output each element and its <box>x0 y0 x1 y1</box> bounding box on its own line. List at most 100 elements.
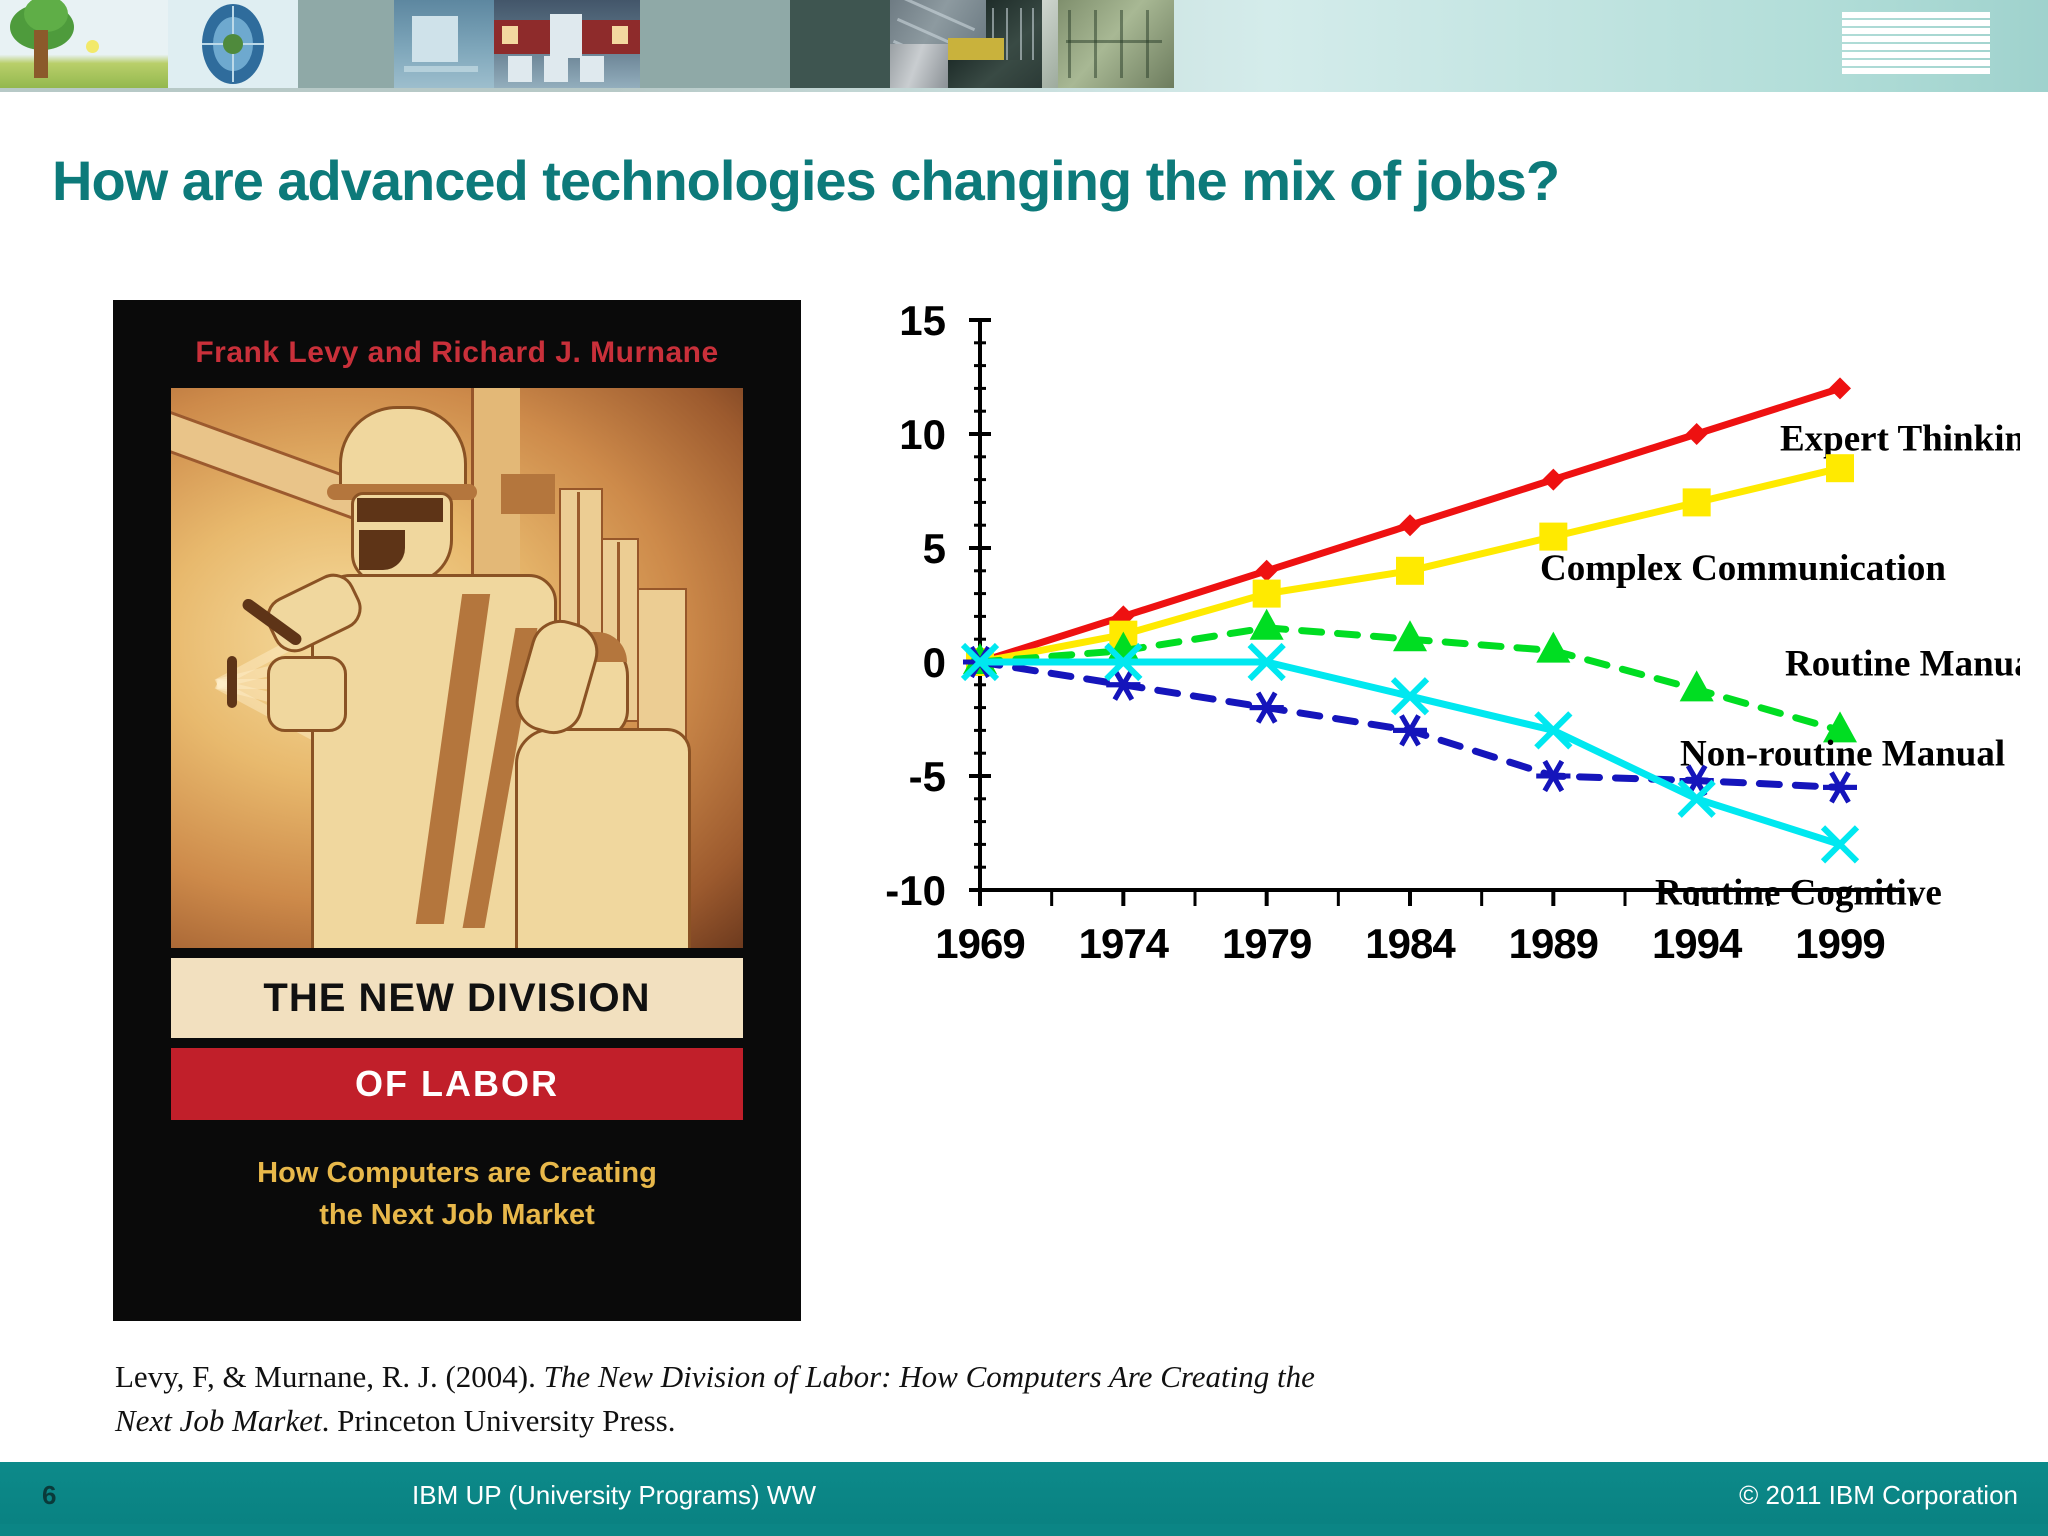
banner-image-wheel <box>168 0 298 88</box>
tree-trunk-icon <box>34 30 48 78</box>
citation-book-title: The New Division of Labor: How Computers… <box>115 1359 1315 1439</box>
book-title-line-1: THE NEW DIVISION <box>171 958 743 1038</box>
tree-foliage-highlight-icon <box>24 0 68 32</box>
data-point-marker <box>960 642 1000 682</box>
data-point-marker <box>1249 608 1284 640</box>
data-point-marker <box>1820 825 1860 864</box>
interior-floor <box>508 56 532 82</box>
pcb-trace <box>1146 10 1149 78</box>
x-axis-tick-label: 1974 <box>1079 920 1170 967</box>
x-axis-tick-label: 1979 <box>1222 920 1311 967</box>
data-point-marker <box>1823 771 1857 804</box>
data-point-marker <box>1534 711 1573 750</box>
board-trace <box>1006 8 1008 78</box>
series-label-complex-communication: Complex Communication <box>1540 548 1946 589</box>
x-axis-tick-label: 1999 <box>1795 920 1884 967</box>
skyscraper-ridge <box>617 542 620 714</box>
page-title: How are advanced technologies changing t… <box>52 149 1560 212</box>
series-label-non-routine-manual: Non-routine Manual <box>1680 733 2005 774</box>
source-citation: Levy, F, & Murnane, R. J. (2004). The Ne… <box>115 1355 1315 1443</box>
skyscraper <box>637 588 687 752</box>
y-axis-tick-label: 15 <box>899 297 946 344</box>
series-label-routine-manual: Routine Manual <box>1785 643 2020 684</box>
book-subtitle-line-2: the Next Job Market <box>319 1199 595 1232</box>
pcb-trace <box>1068 10 1071 78</box>
banner-image-interior <box>494 0 640 88</box>
slide-footer: 6 IBM UP (University Programs) WW © 2011… <box>0 1462 2048 1536</box>
book-subtitle-line-1: How Computers are Creating <box>257 1157 657 1189</box>
book-cover-artwork <box>171 388 743 948</box>
second-figure-body <box>515 728 691 948</box>
banner-image-tree <box>0 0 168 88</box>
interior-light <box>612 26 628 44</box>
series-expert-thinking: Expert Thinking <box>969 377 2020 673</box>
banner-image-pcb <box>1058 0 1174 88</box>
data-point-marker <box>1679 670 1714 702</box>
data-point-marker <box>1390 677 1430 716</box>
banner-swatch-1 <box>298 0 394 88</box>
y-axis-tick-label: -10 <box>885 867 946 914</box>
skyscraper-ridge <box>577 492 580 692</box>
book-authors: Frank Levy and Richard J. Murnane <box>195 336 719 369</box>
data-point-marker <box>1396 556 1424 585</box>
book-title-line-2: OF LABOR <box>171 1048 743 1120</box>
data-point-marker <box>1682 488 1711 517</box>
data-point-marker <box>1255 559 1278 582</box>
banner-image-lab <box>394 0 494 88</box>
series-routine-manual: Routine Manual <box>963 608 2020 743</box>
chart-canvas: 15 10 5 0 -5 -10 1969 1974 1979 1984 1989 1994 1999 E… <box>885 297 2020 967</box>
worker-hand <box>267 656 347 732</box>
banner-image-yellow <box>948 38 1004 60</box>
x-axis-tick-label: 1984 <box>1365 920 1456 967</box>
y-axis-tick-label: 10 <box>899 411 946 458</box>
footer-center-text: IBM UP (University Programs) WW <box>412 1480 816 1510</box>
book-subtitle: How Computers are Creating the Next Job … <box>113 1152 801 1236</box>
pcb-trace <box>1094 10 1097 78</box>
data-point-marker <box>1393 620 1427 652</box>
data-point-marker <box>1536 631 1571 663</box>
worker-helmet <box>339 406 467 498</box>
data-point-marker <box>1252 579 1281 608</box>
worker-goggles <box>357 498 443 522</box>
y-axis-tick-label: -5 <box>909 753 946 800</box>
x-axis-tick-label: 1989 <box>1509 920 1598 967</box>
citation-part-2: . Princeton University Press. <box>321 1403 676 1439</box>
data-point-marker <box>1823 711 1857 743</box>
data-point-marker <box>1677 779 1716 818</box>
data-point-marker <box>1249 691 1284 724</box>
data-point-marker <box>1104 642 1143 682</box>
wall-beam <box>501 474 555 514</box>
interior-floor <box>544 56 568 82</box>
series-routine-cognitive: Routine Cognitive <box>960 642 1942 913</box>
interior-column <box>550 14 582 58</box>
sun-icon <box>86 40 99 53</box>
banner-image-board-2 <box>948 60 1042 88</box>
footer-background <box>0 1462 2048 1524</box>
board-trace <box>1020 8 1022 78</box>
data-point-marker <box>1829 377 1851 400</box>
data-point-marker <box>1685 423 1708 445</box>
data-point-marker <box>1539 522 1568 551</box>
banner-swatch-3 <box>790 0 890 88</box>
data-point-marker <box>1106 668 1141 701</box>
banner-image-machine <box>890 44 948 88</box>
page-number: 6 <box>42 1480 57 1510</box>
banner-swatch-2 <box>640 0 790 88</box>
job-tasks-line-chart: 15 10 5 0 -5 -10 1969 1974 1979 1984 1989 1994 1999 E… <box>840 280 2020 1180</box>
board-trace <box>1032 8 1034 78</box>
x-axis-tick-label: 1969 <box>935 920 1024 967</box>
book-title-line-2-text: OF LABOR <box>355 1063 559 1104</box>
citation-part-1: Levy, F, & Murnane, R. J. (2004). <box>115 1359 544 1394</box>
pcb-trace <box>1066 40 1162 43</box>
data-point-marker <box>1536 760 1571 792</box>
y-axis-tick-label: 5 <box>923 525 946 572</box>
footer-copyright: © 2011 IBM Corporation <box>1739 1480 2018 1510</box>
x-axis-tick-label: 1994 <box>1652 920 1743 967</box>
ibm-logo-icon <box>1842 12 1990 74</box>
data-point-marker <box>1542 468 1565 491</box>
interior-light <box>502 26 518 44</box>
lab-reflection <box>404 66 478 72</box>
series-label-expert-thinking: Expert Thinking <box>1780 418 2020 459</box>
torch-cable <box>227 656 237 708</box>
data-point-marker <box>1393 714 1427 747</box>
